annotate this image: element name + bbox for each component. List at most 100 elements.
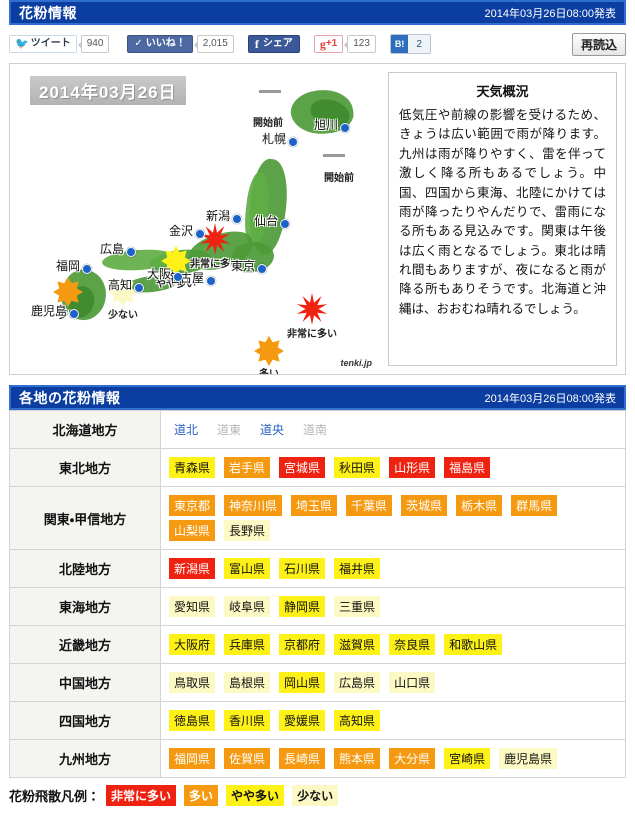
city-label[interactable]: 大阪 [147, 267, 172, 281]
facebook-share-button[interactable]: f シェア [247, 35, 300, 53]
region-prefectures-cell: 新潟県 富山県 石川県 福井県 [160, 549, 626, 588]
city-label[interactable]: 東京 [231, 259, 256, 273]
prefecture-chip[interactable]: 東京都 [169, 495, 216, 516]
city-label[interactable]: 福岡 [56, 259, 81, 273]
city-marker-dot[interactable] [134, 283, 144, 293]
prefecture-chip[interactable]: 長野県 [224, 520, 271, 541]
city-marker-dot[interactable] [288, 137, 298, 147]
hatena-bookmark-group[interactable]: B! 2 [389, 34, 431, 54]
city-marker-dot[interactable] [126, 247, 136, 257]
prefecture-chip[interactable]: 宮城県 [279, 457, 326, 478]
prefecture-chip[interactable]: 和歌山県 [444, 634, 503, 655]
prefecture-chip[interactable]: 神奈川県 [224, 495, 283, 516]
prefecture-chip[interactable]: 山形県 [389, 457, 436, 478]
prefecture-chip[interactable]: 青森県 [169, 457, 216, 478]
prefecture-chip[interactable]: 香川県 [224, 710, 271, 731]
prefecture-chip[interactable]: 道北 [174, 423, 199, 437]
prefecture-chip[interactable]: 佐賀県 [224, 748, 271, 769]
prefecture-chip[interactable]: 静岡県 [279, 596, 326, 617]
region-name-cell: 関東・甲信地方 [9, 486, 161, 550]
facebook-share-group[interactable]: f シェア [247, 35, 300, 53]
prefecture-chip[interactable]: 道南 [303, 423, 328, 437]
prefecture-chip[interactable]: 道東 [217, 423, 242, 437]
prefecture-chip[interactable]: 秋田県 [334, 457, 381, 478]
prefecture-chip[interactable]: 大阪府 [169, 634, 216, 655]
city-label[interactable]: 新潟 [206, 209, 231, 223]
table-row: 四国地方 徳島県 香川県 愛媛県 高知県 [9, 701, 626, 740]
google-plus-button[interactable]: g +1 [313, 35, 344, 53]
prefecture-chip[interactable]: 滋賀県 [334, 634, 381, 655]
city-label[interactable]: 金沢 [169, 224, 194, 238]
prefecture-chip[interactable]: 千葉県 [346, 495, 393, 516]
region-prefectures-cell: 鳥取県 島根県 岡山県 広島県 山口県 [160, 663, 626, 702]
tweet-button-label: ツイート [30, 38, 71, 49]
prefecture-chip[interactable]: 愛媛県 [279, 710, 326, 731]
reload-button[interactable]: 再読込 [571, 32, 626, 56]
city-marker-dot[interactable] [173, 272, 183, 282]
prefecture-chip[interactable]: 石川県 [279, 558, 326, 579]
prefecture-chip[interactable]: 山口県 [389, 672, 436, 693]
prefecture-chip[interactable]: 奈良県 [389, 634, 436, 655]
prefecture-chip[interactable]: 京都府 [279, 634, 326, 655]
prefecture-chip[interactable]: 徳島県 [169, 710, 216, 731]
prefecture-chip[interactable]: 大分県 [389, 748, 436, 769]
prefecture-chip[interactable]: 三重県 [334, 596, 381, 617]
prefecture-chip[interactable]: 岐阜県 [224, 596, 271, 617]
prefecture-chip[interactable]: 宮崎県 [444, 748, 491, 769]
city-label[interactable]: 仙台 [254, 214, 279, 228]
prefecture-chip[interactable]: 道央 [260, 423, 285, 437]
pollen-sun-icon [254, 336, 284, 366]
city-label[interactable]: 札幌 [262, 132, 287, 146]
city-marker-dot[interactable] [195, 229, 205, 239]
prefecture-chip[interactable]: 兵庫県 [224, 634, 271, 655]
city-marker-dot[interactable] [69, 309, 79, 319]
prefecture-chip[interactable]: 鳥取県 [169, 672, 216, 693]
prefecture-chip[interactable]: 熊本県 [334, 748, 381, 769]
prefecture-chip[interactable]: 高知県 [334, 710, 381, 731]
tweet-count[interactable]: 940 [77, 35, 110, 53]
google-plus-group[interactable]: g +1 123 [313, 35, 376, 53]
like-count[interactable]: 2,015 [193, 35, 234, 53]
pollen-level-label: 非常に多い [287, 329, 337, 340]
japan-pollen-map[interactable]: 2014年03月26日 非常に多い非常に多い多い多いやや多いやや多いやや多い少な… [10, 64, 382, 374]
city-marker-dot[interactable] [206, 276, 216, 286]
prefecture-chip[interactable]: 岩手県 [224, 457, 271, 478]
prefecture-chip[interactable]: 山梨県 [169, 520, 216, 541]
hatena-icon[interactable]: B! [390, 35, 409, 53]
city-label[interactable]: 鹿児島 [31, 304, 68, 318]
city-label[interactable]: 広島 [100, 242, 125, 256]
twitter-bird-icon: 🐦 [15, 37, 29, 50]
prefecture-chip[interactable]: 新潟県 [169, 558, 216, 579]
city-label[interactable]: 旭川 [314, 118, 339, 132]
prefecture-chip[interactable]: 群馬県 [511, 495, 558, 516]
prefecture-chip[interactable]: 広島県 [334, 672, 381, 693]
prefecture-chip[interactable]: 長崎県 [279, 748, 326, 769]
prefecture-chip[interactable]: 福島県 [444, 457, 491, 478]
prefecture-chip[interactable]: 鹿児島県 [499, 748, 558, 769]
prefecture-chip[interactable]: 茨城県 [401, 495, 448, 516]
prefecture-chip[interactable]: 富山県 [224, 558, 271, 579]
google-plus-count[interactable]: 123 [344, 35, 376, 53]
prefecture-chip[interactable]: 岡山県 [279, 672, 326, 693]
legend-items: 非常に多い 多い やや多い 少ない [106, 785, 346, 806]
table-title: 各地の花粉情報 [19, 389, 121, 406]
city-marker-dot[interactable] [257, 264, 267, 274]
city-marker-dot[interactable] [232, 214, 242, 224]
like-button[interactable]: ✓ いいね！ [127, 35, 193, 53]
hatena-count[interactable]: 2 [408, 35, 430, 53]
prefecture-chip[interactable]: 愛知県 [169, 596, 216, 617]
facebook-like-group[interactable]: ✓ いいね！ 2,015 [127, 35, 234, 53]
city-marker-dot[interactable] [82, 264, 92, 274]
region-name-cell: 近畿地方 [9, 625, 161, 664]
tweet-button[interactable]: 🐦 ツイート [9, 35, 77, 53]
city-marker-dot[interactable] [340, 123, 350, 133]
prefecture-chip[interactable]: 福井県 [334, 558, 381, 579]
prefecture-chip[interactable]: 島根県 [224, 672, 271, 693]
pollen-level-label: やや多い [156, 279, 196, 290]
city-label[interactable]: 高知 [108, 278, 133, 292]
prefecture-chip[interactable]: 栃木県 [456, 495, 503, 516]
prefecture-chip[interactable]: 福岡県 [169, 748, 216, 769]
prefecture-chip[interactable]: 埼玉県 [291, 495, 338, 516]
tweet-share-group[interactable]: 🐦 ツイート 940 [9, 35, 110, 53]
city-marker-dot[interactable] [280, 219, 290, 229]
